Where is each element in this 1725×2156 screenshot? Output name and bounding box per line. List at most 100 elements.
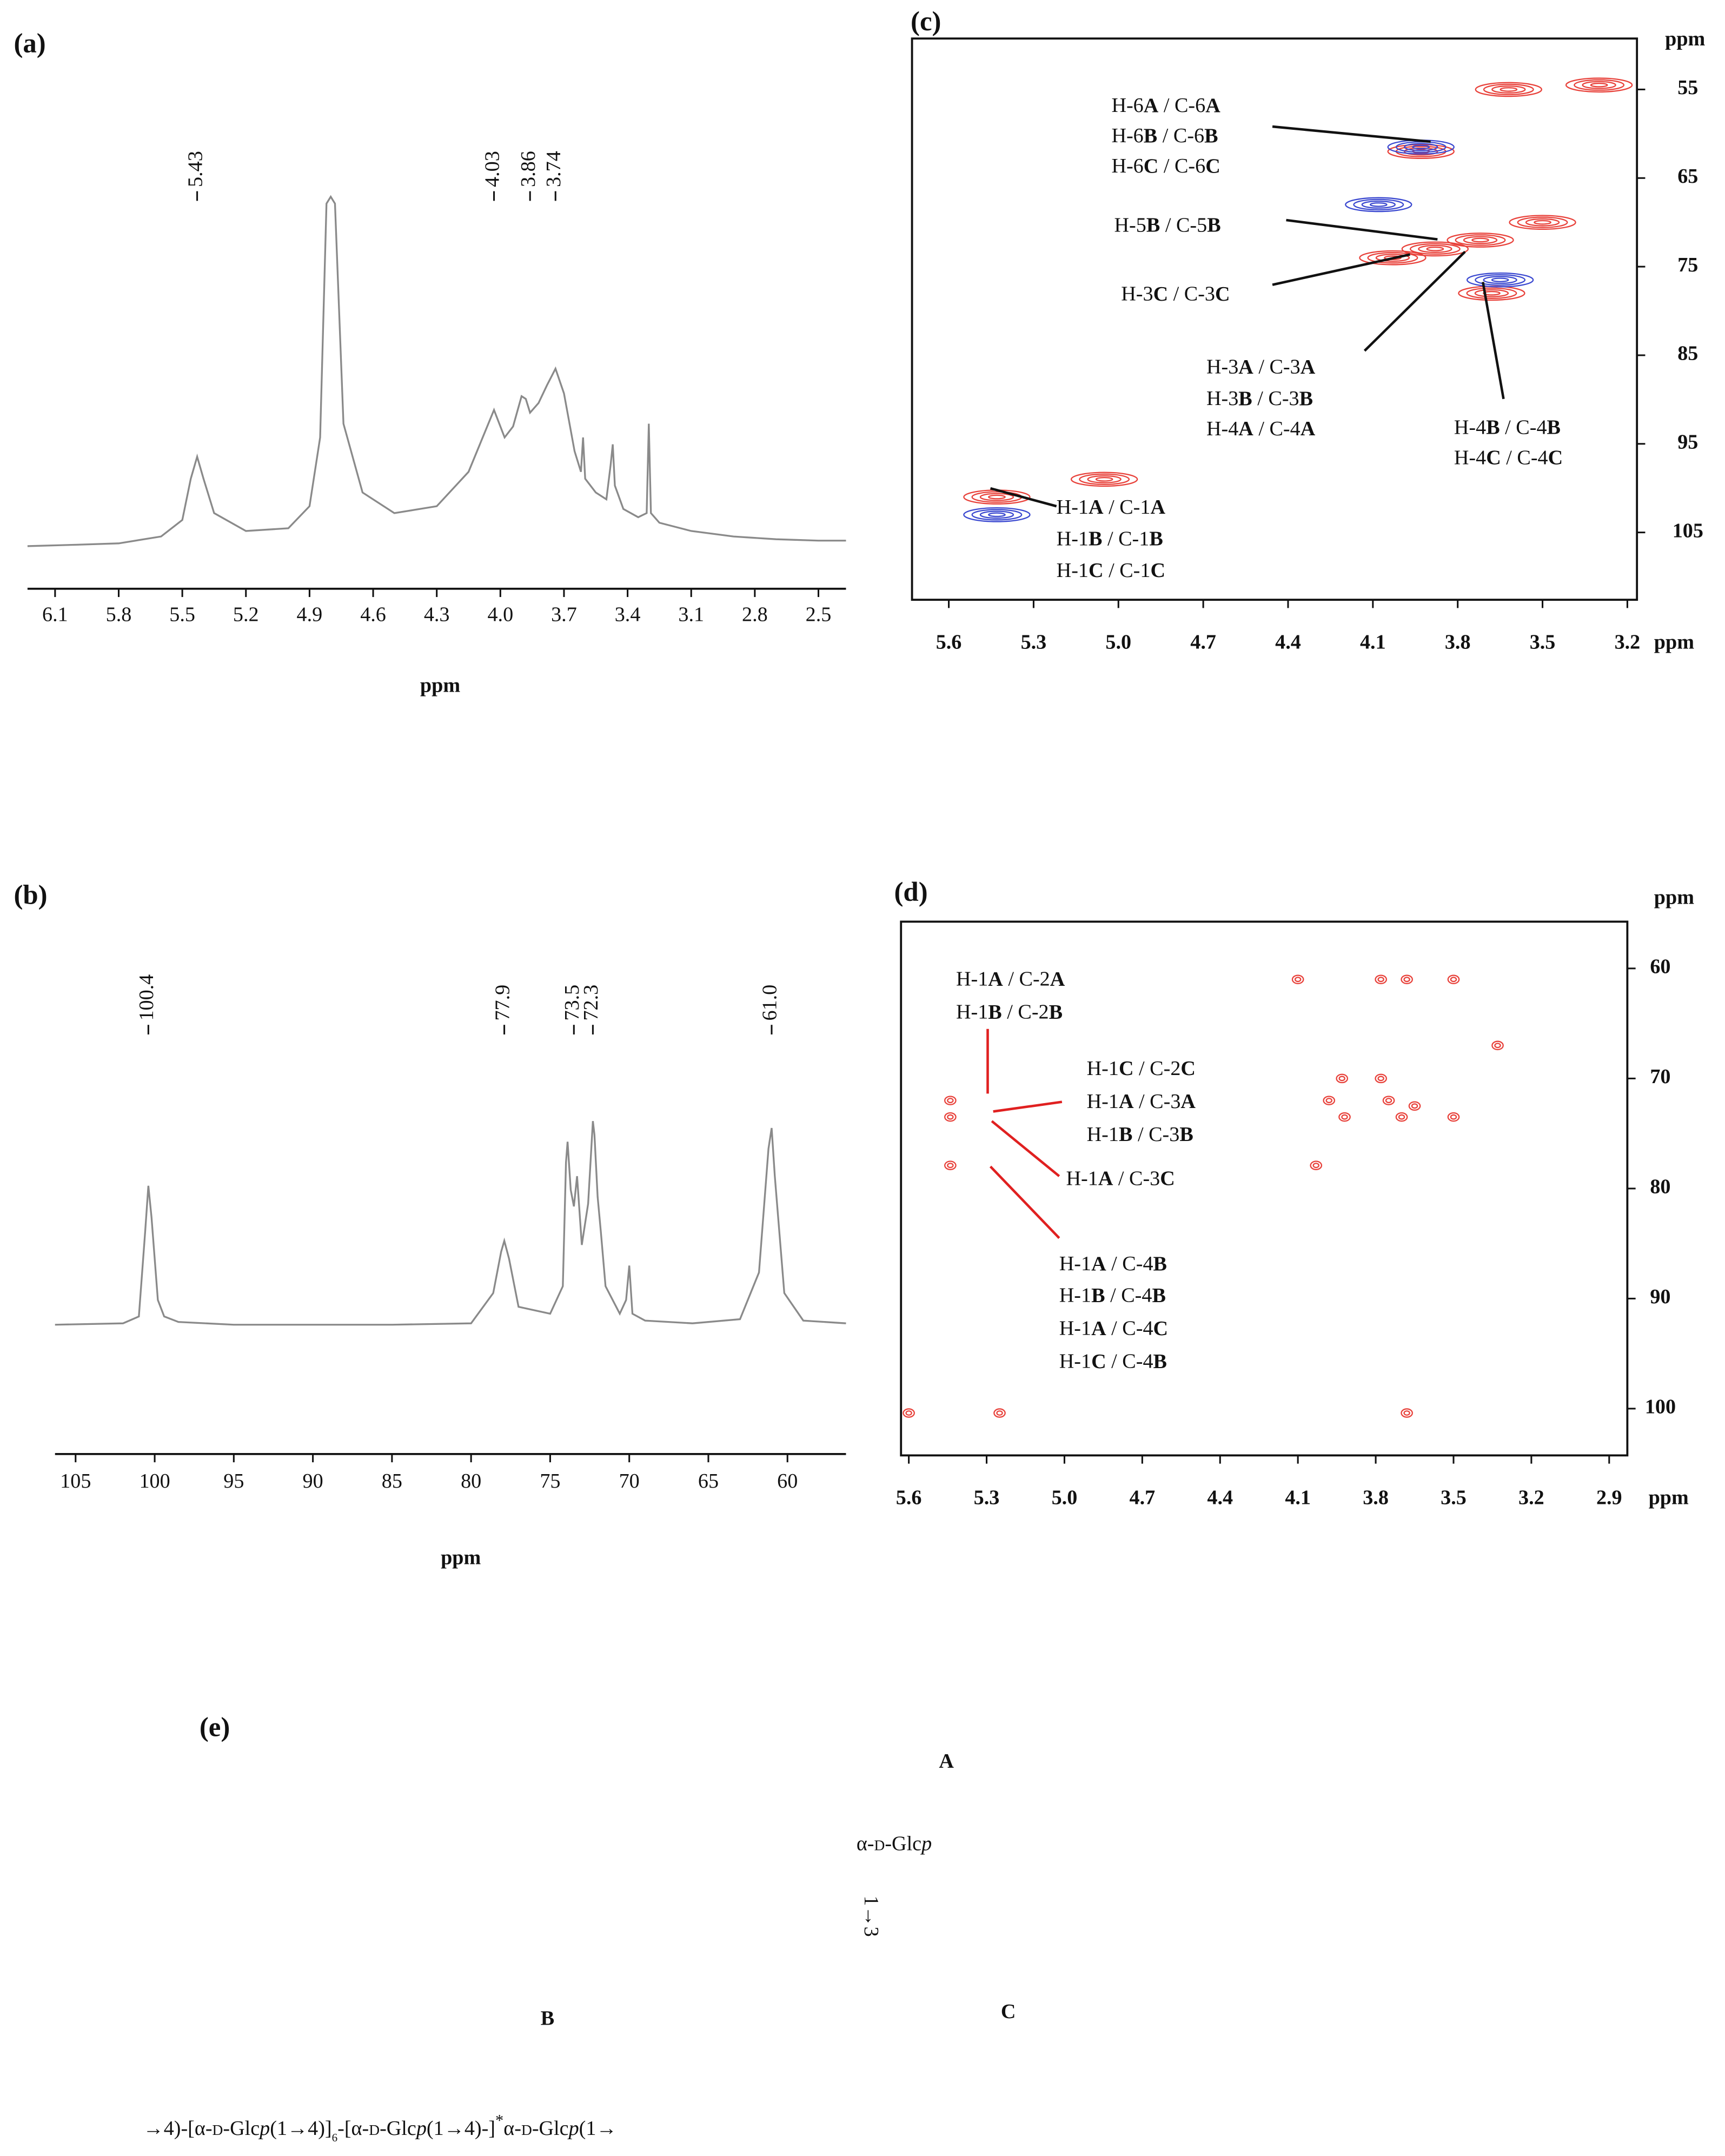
x-tick-label: 5.3 xyxy=(1021,631,1047,653)
annotation: H-3C / C-3C xyxy=(1121,283,1230,306)
contour-ring xyxy=(1294,977,1302,983)
formula-part: p xyxy=(258,2117,270,2140)
annotation-arrow xyxy=(1363,250,1466,352)
x-tick-label: 4.7 xyxy=(1130,1487,1156,1509)
formula-part: D xyxy=(369,2122,380,2138)
cross-peak xyxy=(1323,1096,1336,1105)
x-tick-label: 2.9 xyxy=(1596,1487,1622,1509)
contour-ring xyxy=(1491,277,1509,283)
y-tick-label: 60 xyxy=(1650,956,1670,978)
panel-label: (d) xyxy=(894,877,928,907)
annotation-arrow xyxy=(990,487,1057,508)
annotation: H-3A / C-3A xyxy=(1206,356,1316,379)
formula-part: -Glc xyxy=(885,1832,921,1855)
x-tick-label: 3.2 xyxy=(1518,1487,1544,1509)
cross-peak xyxy=(963,507,1031,522)
contour-ring xyxy=(1447,1112,1460,1122)
x-tick-label: 3.7 xyxy=(551,603,577,626)
x-tick-label: 4.3 xyxy=(424,603,450,626)
residue-letter: B xyxy=(541,2007,554,2030)
contour-ring xyxy=(1491,85,1526,94)
x-tick-label: 5.6 xyxy=(936,631,962,653)
annotation: H-1A / C-1A xyxy=(1057,496,1166,519)
annotation: H-1A / C-2A xyxy=(956,968,1065,991)
peak-label: 4.03 xyxy=(481,151,503,187)
contour-ring xyxy=(1582,81,1616,89)
annotation-arrow xyxy=(993,1100,1063,1113)
contour-ring xyxy=(903,1408,915,1418)
annotation: H-1B / C-1B xyxy=(1057,527,1163,550)
panel-label: (c) xyxy=(911,6,941,37)
annotation: H-4C / C-4C xyxy=(1454,446,1563,469)
peak-label: 3.74 xyxy=(542,151,565,187)
plot-frame xyxy=(911,37,1638,601)
contour-ring xyxy=(1403,977,1410,983)
contour-ring xyxy=(1312,1163,1319,1169)
contour-ring xyxy=(1466,287,1517,299)
contour-ring xyxy=(1517,216,1568,228)
x-tick-label: 3.1 xyxy=(678,603,704,626)
panel-label: (e) xyxy=(200,1712,230,1742)
cross-peak xyxy=(1338,1112,1351,1122)
residue-letter: C xyxy=(1001,2000,1016,2023)
annotation: H-4A / C-4A xyxy=(1206,417,1316,440)
x-axis-label: ppm xyxy=(420,674,460,697)
y-tick-label: 70 xyxy=(1650,1065,1670,1088)
x-tick-label: 3.8 xyxy=(1363,1487,1389,1509)
cross-peak xyxy=(944,1096,957,1105)
contour-ring xyxy=(1447,974,1460,985)
contour-ring xyxy=(1325,1098,1332,1104)
annotation: H-1A / C-4C xyxy=(1059,1317,1168,1340)
contour-ring xyxy=(1070,472,1138,487)
contour-ring xyxy=(1361,200,1396,209)
contour-ring xyxy=(1404,143,1438,151)
contour-ring xyxy=(1455,234,1506,246)
cross-peak xyxy=(1395,1112,1408,1122)
contour-ring xyxy=(1450,977,1457,983)
contour-ring xyxy=(1509,215,1576,230)
x-tick-label: 4.9 xyxy=(297,603,323,626)
annotation-arrow xyxy=(1482,282,1505,400)
x-tick-label: 4.1 xyxy=(1285,1487,1311,1509)
x-tick-label: 4.0 xyxy=(487,603,513,626)
peak-label: 77.9 xyxy=(491,985,514,1021)
y-tick-label: 90 xyxy=(1650,1285,1670,1308)
x-tick-label: 2.8 xyxy=(742,603,768,626)
cross-peak xyxy=(1475,82,1543,97)
spectrum-line xyxy=(27,195,846,547)
x-axis-label: ppm xyxy=(441,1546,481,1569)
residue-letter: A xyxy=(939,1750,954,1773)
formula-part: -[α- xyxy=(337,2117,369,2140)
contour-ring xyxy=(1483,290,1501,296)
contour-ring xyxy=(963,507,1031,522)
annotation: H-1A / C-3A xyxy=(1087,1090,1196,1113)
contour-ring xyxy=(1323,1096,1336,1105)
contour-ring xyxy=(1079,473,1130,485)
cross-peak xyxy=(1447,974,1460,985)
contour-ring xyxy=(1500,87,1518,92)
x-tick-label: 3.5 xyxy=(1441,1487,1467,1509)
x-tick-label: 3.8 xyxy=(1445,631,1471,653)
contour-ring xyxy=(1395,1112,1408,1122)
contour-ring xyxy=(1336,1073,1349,1084)
panel-label: (a) xyxy=(14,29,45,59)
annotation-arrow xyxy=(1272,125,1431,143)
cross-peak xyxy=(944,1160,957,1170)
contour-ring xyxy=(1095,476,1113,482)
cross-peak xyxy=(1458,286,1525,301)
plot-area xyxy=(903,974,1504,1418)
peak-label: 5.43 xyxy=(184,151,207,187)
contour-ring xyxy=(971,509,1023,521)
annotation: H-1B / C-2B xyxy=(956,1001,1063,1024)
y-axis-label: ppm xyxy=(1665,28,1705,50)
contour-ring xyxy=(1375,254,1410,262)
contour-ring xyxy=(1403,1410,1410,1416)
contour-ring xyxy=(1310,1160,1323,1170)
cross-peak xyxy=(1447,1112,1460,1122)
x-tick-label: 4.1 xyxy=(1360,631,1386,653)
contour-ring xyxy=(1385,1098,1392,1104)
formula-part: (1→4)-] xyxy=(427,2117,495,2140)
cross-peak xyxy=(1345,197,1412,213)
contour-ring xyxy=(1418,244,1452,253)
